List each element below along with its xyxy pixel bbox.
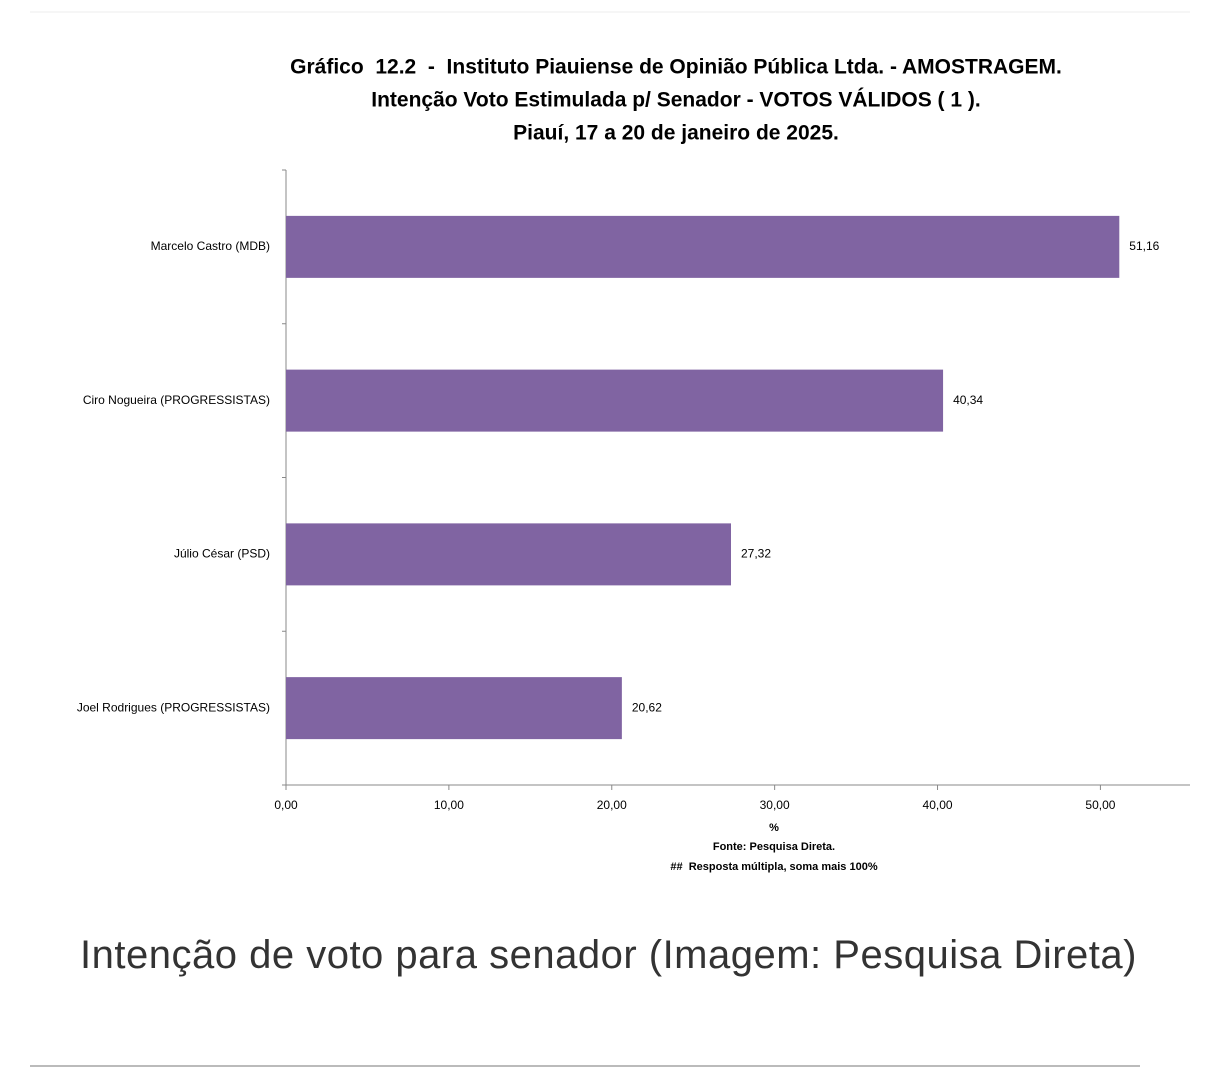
bar <box>286 215 1120 278</box>
y-tick-label: Joel Rodrigues (PROGRESSISTAS) <box>77 700 270 714</box>
x-tick-label: 50,00 <box>1085 798 1115 812</box>
y-tick-label: Júlio César (PSD) <box>174 547 270 561</box>
value-label: 27,32 <box>741 547 771 561</box>
chart-title: Intenção Voto Estimulada p/ Senador - VO… <box>371 89 980 112</box>
x-tick-label: 40,00 <box>923 798 953 812</box>
y-tick-label: Marcelo Castro (MDB) <box>151 239 270 253</box>
x-axis-label: % <box>769 822 779 834</box>
value-label: 51,16 <box>1129 239 1159 253</box>
bar <box>286 523 731 586</box>
caption: Intenção de voto para senador (Imagem: P… <box>80 933 1137 977</box>
x-tick-label: 0,00 <box>274 798 298 812</box>
chart-title: Piauí, 17 a 20 de janeiro de 2025. <box>513 122 839 145</box>
chart-title: Gráfico 12.2 - Instituto Piauiense de Op… <box>290 56 1062 79</box>
x-tick-label: 10,00 <box>434 798 464 812</box>
x-tick-label: 20,00 <box>597 798 627 812</box>
note: Fonte: Pesquisa Direta. <box>713 841 835 853</box>
y-tick-label: Ciro Nogueira (PROGRESSISTAS) <box>83 393 270 407</box>
bar <box>286 677 622 740</box>
note: ## Resposta múltipla, soma mais 100% <box>670 861 877 873</box>
value-label: 40,34 <box>953 393 983 407</box>
x-tick-label: 30,00 <box>760 798 790 812</box>
value-label: 20,62 <box>632 700 662 714</box>
bar <box>286 369 944 432</box>
